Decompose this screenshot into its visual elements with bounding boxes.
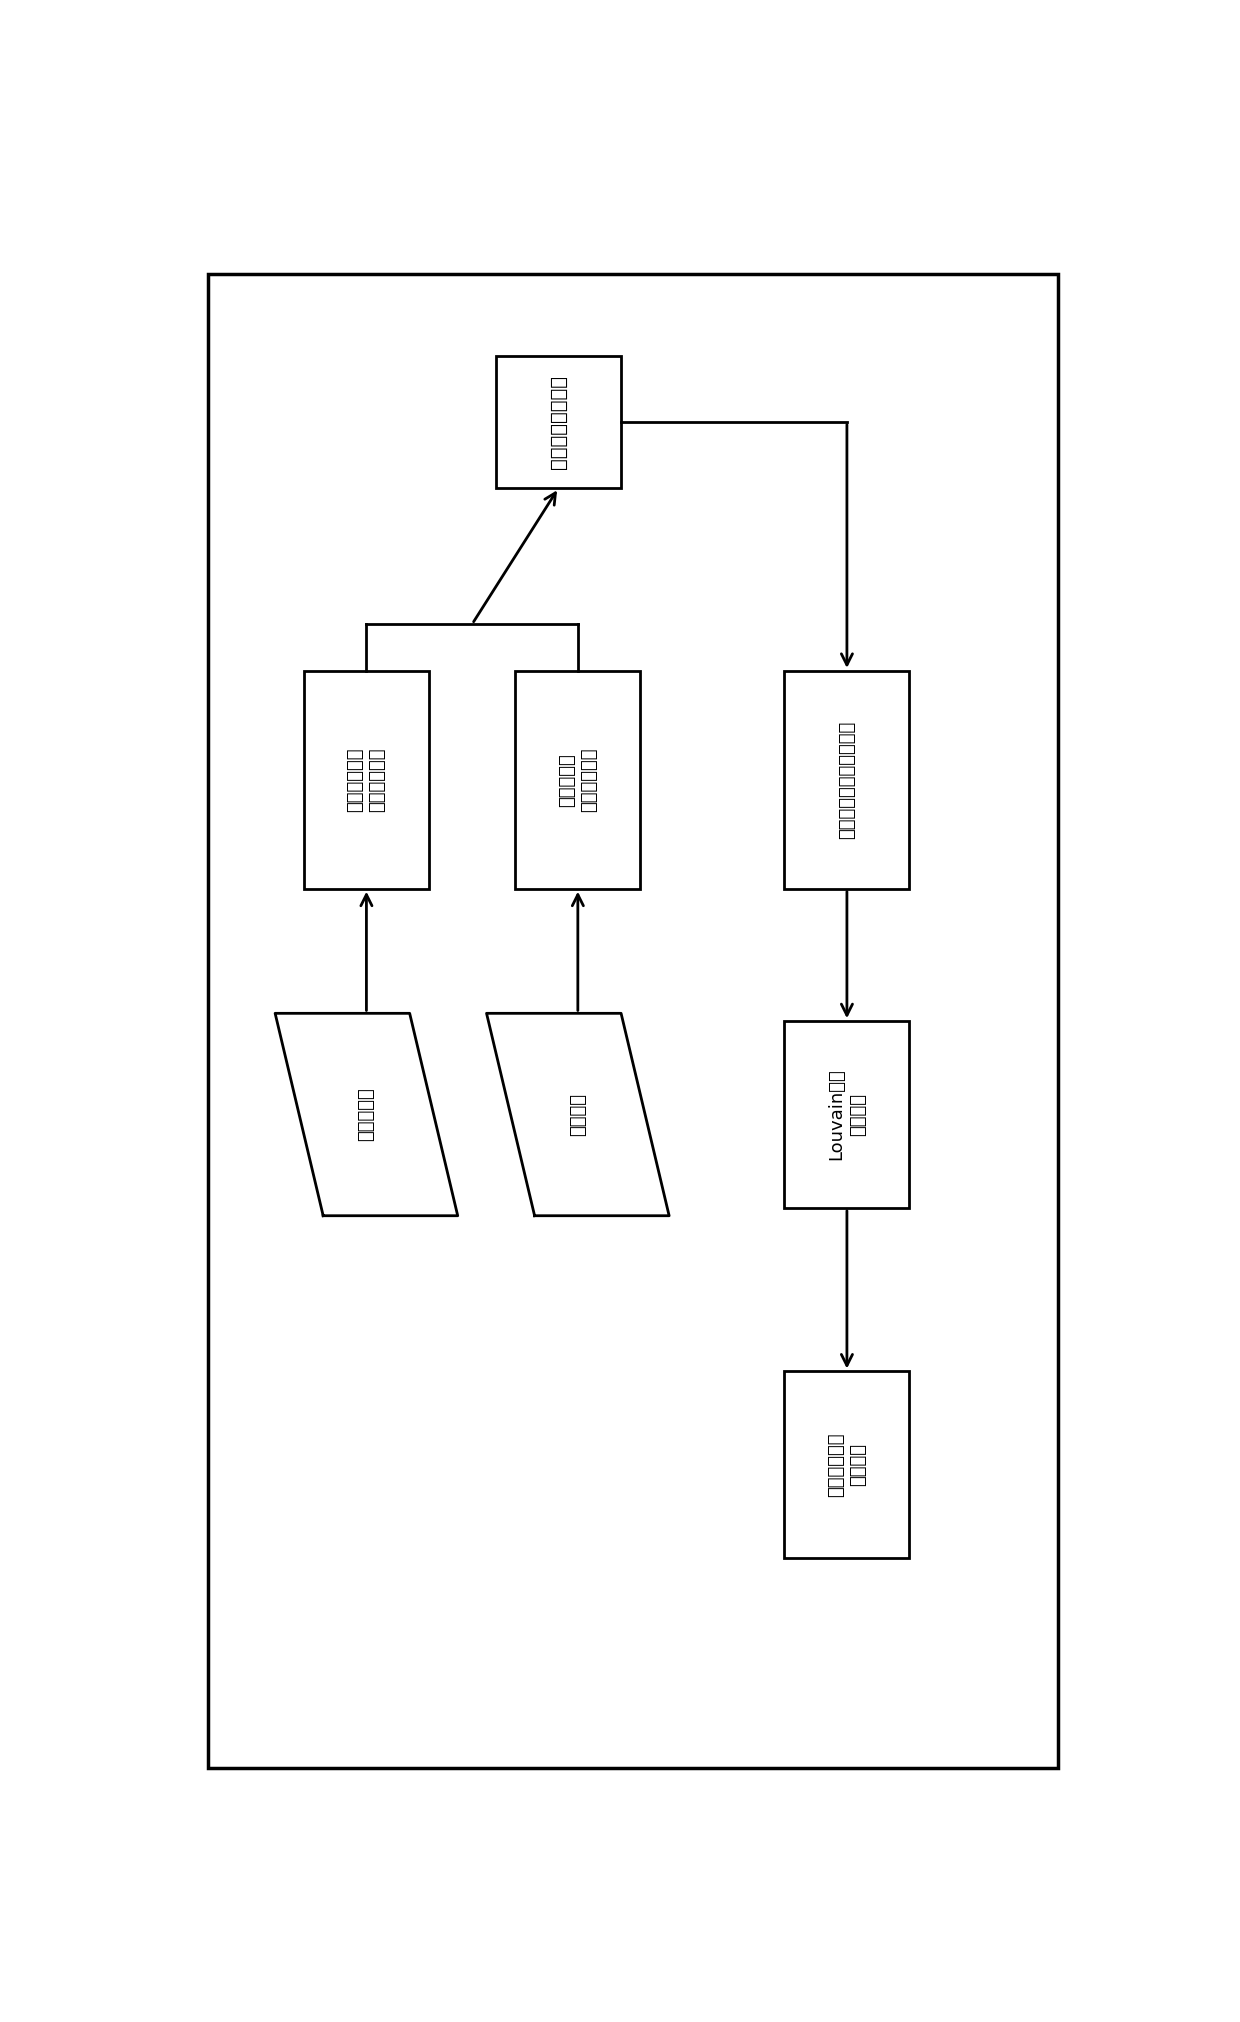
Text: 拓扑距离计算模块: 拓扑距离计算模块 [549, 374, 568, 469]
Text: 建筑空间拓扑
关系列别模块: 建筑空间拓扑 关系列别模块 [346, 748, 387, 813]
FancyBboxPatch shape [785, 671, 909, 890]
FancyBboxPatch shape [785, 1371, 909, 1559]
Text: 路网数据: 路网数据 [569, 1094, 587, 1136]
Text: Louvain算法
执行模块: Louvain算法 执行模块 [827, 1070, 867, 1161]
FancyBboxPatch shape [785, 1021, 909, 1207]
FancyBboxPatch shape [496, 356, 621, 487]
FancyBboxPatch shape [208, 273, 1059, 1769]
Text: 复杂网络边权值计算模块: 复杂网络边权值计算模块 [838, 720, 856, 839]
Text: 建筑群道路
等级计算模块: 建筑群道路 等级计算模块 [558, 748, 598, 813]
Text: 小区划分结果
展示模块: 小区划分结果 展示模块 [827, 1434, 867, 1496]
FancyBboxPatch shape [304, 671, 429, 890]
FancyBboxPatch shape [516, 671, 640, 890]
Text: 建筑群数据: 建筑群数据 [357, 1088, 376, 1140]
